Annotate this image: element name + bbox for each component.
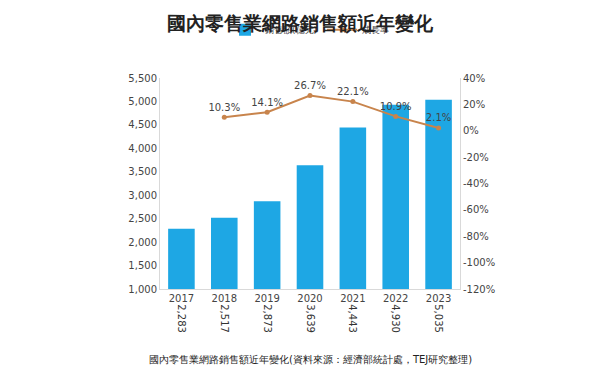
- svg-text:3,639: 3,639: [305, 304, 316, 333]
- svg-text:4,930: 4,930: [390, 304, 401, 333]
- svg-text:26.7%: 26.7%: [294, 80, 326, 91]
- svg-text:2020: 2020: [297, 293, 322, 304]
- svg-text:40%: 40%: [463, 73, 485, 84]
- svg-text:2,873: 2,873: [262, 304, 273, 333]
- svg-text:5,500: 5,500: [128, 73, 157, 84]
- svg-text:-120%: -120%: [463, 284, 495, 295]
- svg-text:國內零售業網路銷售額近年變化: 國內零售業網路銷售額近年變化: [167, 12, 434, 34]
- svg-text:2,500: 2,500: [128, 213, 157, 224]
- svg-text:22.1%: 22.1%: [337, 86, 369, 97]
- svg-text:銷售額(億元): 銷售額(億元): [265, 25, 317, 35]
- svg-text:4,500: 4,500: [128, 119, 157, 130]
- svg-text:2.1%: 2.1%: [426, 112, 451, 123]
- svg-text:4,000: 4,000: [128, 143, 157, 154]
- svg-text:2021: 2021: [340, 293, 365, 304]
- svg-text:2,000: 2,000: [128, 237, 157, 248]
- svg-text:-100%: -100%: [463, 257, 495, 268]
- svg-text:國內零售業網路銷售額近年變化(資料來源：經濟部統計處，TEJ: 國內零售業網路銷售額近年變化(資料來源：經濟部統計處，TEJ研究整理): [149, 354, 472, 365]
- svg-text:1,500: 1,500: [128, 260, 157, 271]
- svg-text:2,517: 2,517: [219, 304, 230, 333]
- svg-text:-80%: -80%: [463, 231, 489, 242]
- svg-text:-40%: -40%: [463, 178, 489, 189]
- svg-text:0%: 0%: [463, 125, 479, 136]
- svg-text:5,035: 5,035: [433, 304, 444, 333]
- svg-text:3,000: 3,000: [128, 190, 157, 201]
- svg-text:2018: 2018: [212, 293, 237, 304]
- svg-text:10.3%: 10.3%: [208, 102, 240, 113]
- svg-text:2,283: 2,283: [176, 304, 187, 333]
- svg-text:-20%: -20%: [463, 152, 489, 163]
- svg-text:2022: 2022: [383, 293, 408, 304]
- svg-text:2019: 2019: [254, 293, 279, 304]
- svg-text:4,443: 4,443: [347, 304, 358, 333]
- svg-text:成長率: 成長率: [362, 25, 389, 35]
- svg-text:2017: 2017: [169, 293, 194, 304]
- svg-text:14.1%: 14.1%: [251, 97, 283, 108]
- svg-text:-60%: -60%: [463, 204, 489, 215]
- svg-text:10.9%: 10.9%: [380, 101, 412, 112]
- svg-text:1,000: 1,000: [128, 284, 157, 295]
- svg-text:2023: 2023: [426, 293, 451, 304]
- svg-text:5,000: 5,000: [128, 96, 157, 107]
- svg-text:20%: 20%: [463, 99, 485, 110]
- svg-text:3,500: 3,500: [128, 166, 157, 177]
